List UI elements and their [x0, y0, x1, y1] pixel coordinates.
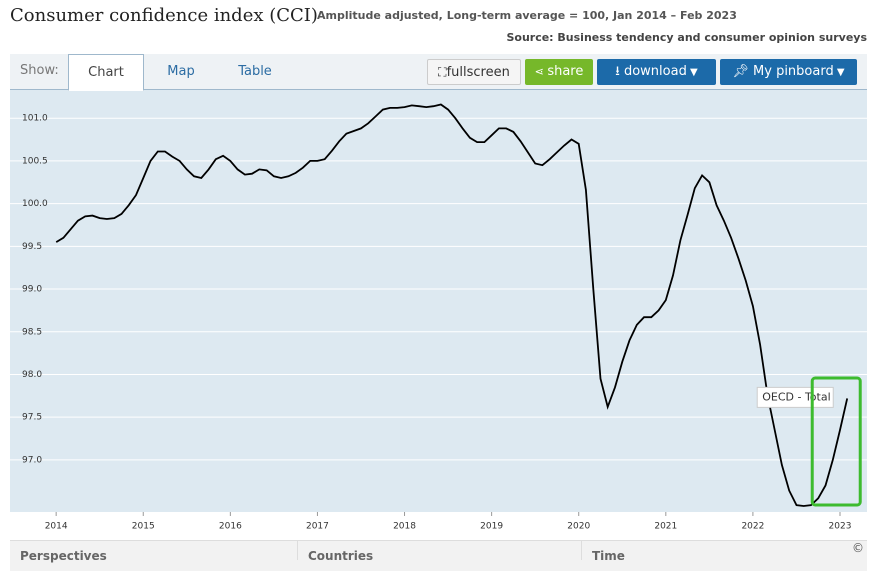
- tooltip-label: OECD - Total: [762, 390, 830, 403]
- x-tick-label: 2020: [567, 522, 590, 532]
- x-tick-label: 2023: [829, 522, 852, 532]
- bottom-panel: [10, 540, 867, 571]
- copyright: ©: [852, 541, 864, 555]
- y-tick-label: 98.0: [22, 370, 42, 380]
- tab[interactable]: Table: [238, 64, 272, 79]
- share-button[interactable]: ⋖ share: [525, 59, 593, 85]
- x-tick-label: 2021: [654, 522, 677, 532]
- button-label: share: [547, 64, 584, 79]
- y-tick-label: 101.0: [22, 114, 48, 124]
- show-label: Show:: [20, 63, 59, 78]
- x-tick-label: 2022: [741, 522, 764, 532]
- y-tick-label: 97.5: [22, 413, 42, 423]
- highlight-box: [810, 376, 862, 507]
- separator: [581, 540, 582, 560]
- y-tick-label: 97.0: [22, 455, 42, 465]
- pinboard-button[interactable]: 📌︎ My pinboard ▼: [720, 59, 857, 85]
- button-label: My pinboard: [753, 64, 834, 79]
- button-label: download: [623, 64, 687, 79]
- separator: [297, 540, 298, 560]
- section-label[interactable]: Perspectives: [20, 549, 107, 563]
- x-tick-label: 2018: [393, 522, 416, 532]
- page-title: Consumer confidence index (CCI): [10, 5, 318, 26]
- y-tick-label: 100.0: [22, 199, 48, 209]
- series-line: [55, 103, 849, 507]
- section-label[interactable]: Time: [592, 549, 625, 563]
- y-tick-label: 98.5: [22, 327, 42, 337]
- x-tick-label: 2017: [306, 522, 329, 532]
- x-tick-label: 2016: [219, 522, 242, 532]
- x-tick-label: 2019: [480, 522, 503, 532]
- plot-background: [10, 90, 867, 512]
- section-label[interactable]: Countries: [308, 549, 374, 563]
- fullscreen-button[interactable]: ⛶fullscreen: [427, 59, 521, 85]
- tab[interactable]: Map: [167, 64, 195, 79]
- subtitle: Amplitude adjusted, Long-term average = …: [317, 9, 737, 22]
- download-button[interactable]: ⭳ download ▼: [597, 59, 716, 85]
- x-tick-label: 2015: [132, 522, 155, 532]
- tooltip-box: [756, 386, 834, 408]
- source: Source: Business tendency and consumer o…: [506, 31, 867, 44]
- y-tick-label: 100.5: [22, 156, 48, 166]
- x-tick-label: 2014: [45, 522, 68, 532]
- y-tick-label: 99.0: [22, 285, 42, 295]
- button-label: fullscreen: [446, 65, 510, 80]
- tab[interactable]: Chart: [68, 54, 144, 91]
- y-tick-label: 99.5: [22, 242, 42, 252]
